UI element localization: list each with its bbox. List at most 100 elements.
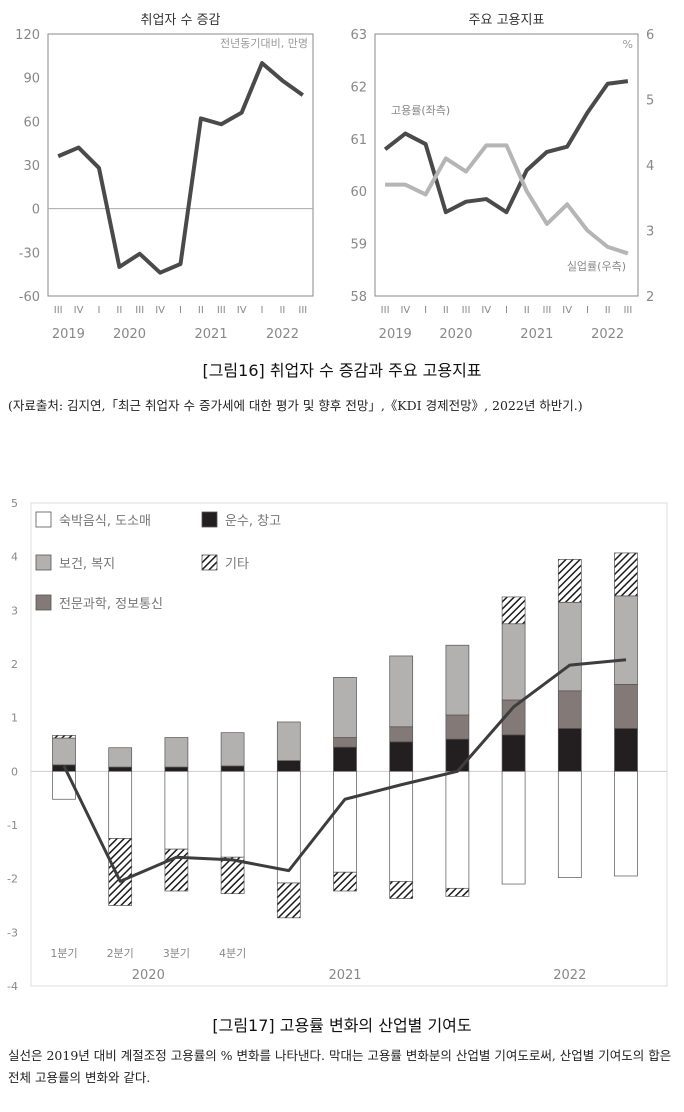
x-tick-label: II — [524, 305, 530, 316]
year-label: 2021 — [328, 968, 361, 983]
plot-frame — [374, 33, 639, 297]
y-tick-label: 1 — [11, 712, 18, 725]
x-tick-label: IV — [155, 305, 165, 316]
y-tick-label: -60 — [19, 290, 40, 305]
x-tick-label: III — [54, 305, 63, 316]
y-right-tick-label: 6 — [646, 28, 654, 43]
plot-frame — [30, 502, 668, 987]
x-tick-label: III — [217, 305, 226, 316]
series-line — [57, 61, 304, 275]
y-tick-label: -2 — [7, 873, 18, 886]
legend-swatch — [35, 554, 52, 571]
x-tick-label: I — [424, 305, 427, 316]
bar-segment — [108, 838, 133, 906]
bar-segment — [220, 770, 245, 858]
bar-segment — [276, 882, 301, 919]
x-tick-label: IV — [74, 305, 84, 316]
x-tick-label: I — [97, 305, 100, 316]
y-tick-label: 60 — [23, 115, 40, 130]
bar-segment — [445, 644, 470, 716]
x-tick-label: I — [179, 305, 182, 316]
year-label: 2021 — [520, 327, 553, 342]
y-tick-label: 90 — [23, 72, 40, 87]
x-tick-label: III — [135, 305, 144, 316]
bar-segment — [557, 690, 582, 729]
y-left-tick-label: 60 — [350, 185, 367, 200]
year-label: 2020 — [439, 327, 472, 342]
bar-segment — [614, 684, 638, 729]
legend-label: 전문과학, 정보통신 — [59, 597, 163, 612]
bar-segment — [164, 848, 189, 892]
x-tick-label: II — [116, 305, 122, 316]
x-tick-label: 4분기 — [219, 947, 246, 960]
y-left-tick-label: 58 — [350, 290, 367, 305]
x-tick-label: II — [443, 305, 449, 316]
legend-label: 숙박음식, 도소매 — [59, 514, 151, 529]
bar-segment — [501, 770, 526, 885]
bar-segment — [557, 770, 582, 878]
x-tick-label: III — [623, 305, 632, 316]
figure17-note: 실선은 2019년 대비 계절조정 고용률의 % 변화를 나타낸다. 막대는 고… — [8, 1048, 672, 1085]
bar-segment — [445, 714, 470, 740]
legend-swatch — [35, 594, 52, 611]
y-right-tick-label: 4 — [646, 159, 654, 174]
year-label: 2022 — [266, 327, 299, 342]
y-tick-label: 0 — [11, 765, 18, 778]
bar-segment — [445, 738, 470, 772]
bar-segment — [333, 746, 357, 772]
x-tick-label: III — [462, 305, 471, 316]
bar-segment — [501, 734, 526, 772]
x-tick-label: IV — [562, 305, 572, 316]
y-tick-label: 0 — [32, 203, 40, 218]
x-tick-label: IV — [400, 305, 410, 316]
figure16-caption: [그림16] 취업자 수 증감과 주요 고용지표 — [202, 361, 482, 380]
bar-segment — [614, 728, 638, 772]
y-tick-label: 4 — [11, 551, 18, 564]
year-label: 2019 — [379, 327, 412, 342]
bar-segment — [445, 887, 470, 897]
x-tick-label: III — [298, 305, 307, 316]
bar-segment — [52, 735, 76, 739]
unemployment-rate-label: 실업률(우측) — [567, 260, 626, 273]
bar-segment — [445, 770, 470, 889]
bar-segment — [220, 765, 245, 772]
y-left-tick-label: 62 — [350, 80, 367, 95]
chart-industry-contribution: 5 4 3 2 1 0 -1 -2 -3 -4 1분기 2분기 3분기 4분기 2020 2021 2022 숙박… — [7, 497, 668, 993]
x-tick-label: II — [605, 305, 611, 316]
bar-segment — [614, 770, 638, 877]
year-label: 2021 — [195, 327, 228, 342]
y-tick-label: -3 — [7, 926, 18, 939]
x-tick-label: I — [586, 305, 589, 316]
y-right-tick-label: 3 — [646, 225, 654, 240]
bar-segment — [557, 728, 582, 772]
bar-segment — [164, 766, 189, 772]
x-tick-label: 2분기 — [107, 947, 134, 960]
x-tick-label: IV — [237, 305, 247, 316]
bar-segment — [389, 880, 414, 899]
right-unit-label: % — [623, 38, 633, 51]
bar-segment — [164, 737, 189, 768]
legend-swatch — [35, 511, 52, 528]
year-label: 2022 — [591, 327, 624, 342]
bar-segment — [389, 741, 414, 772]
bar-segment — [164, 770, 189, 850]
x-tick-label: II — [279, 305, 285, 316]
bar-segment — [333, 737, 357, 748]
x-tick-label: III — [543, 305, 552, 316]
bar-segment — [614, 595, 638, 685]
y-tick-label: -30 — [19, 246, 40, 261]
legend-swatch — [201, 554, 218, 571]
bar-segment — [501, 623, 526, 701]
x-tick-label: 3분기 — [163, 947, 190, 960]
x-tick-label: 1분기 — [50, 947, 77, 960]
legend-swatch — [201, 511, 218, 528]
legend-label: 운수, 창고 — [225, 514, 281, 529]
bar-segment — [220, 732, 245, 767]
legend-label: 보건, 복지 — [59, 557, 115, 572]
y-right-tick-label: 5 — [646, 94, 654, 109]
year-label: 2020 — [113, 327, 146, 342]
bar-segment — [333, 770, 357, 873]
figure16-source: (자료출처: 김지연,「최근 취업자 수 증가세에 대한 평가 및 향후 전망」… — [8, 398, 583, 413]
y-tick-label: 5 — [11, 497, 18, 510]
